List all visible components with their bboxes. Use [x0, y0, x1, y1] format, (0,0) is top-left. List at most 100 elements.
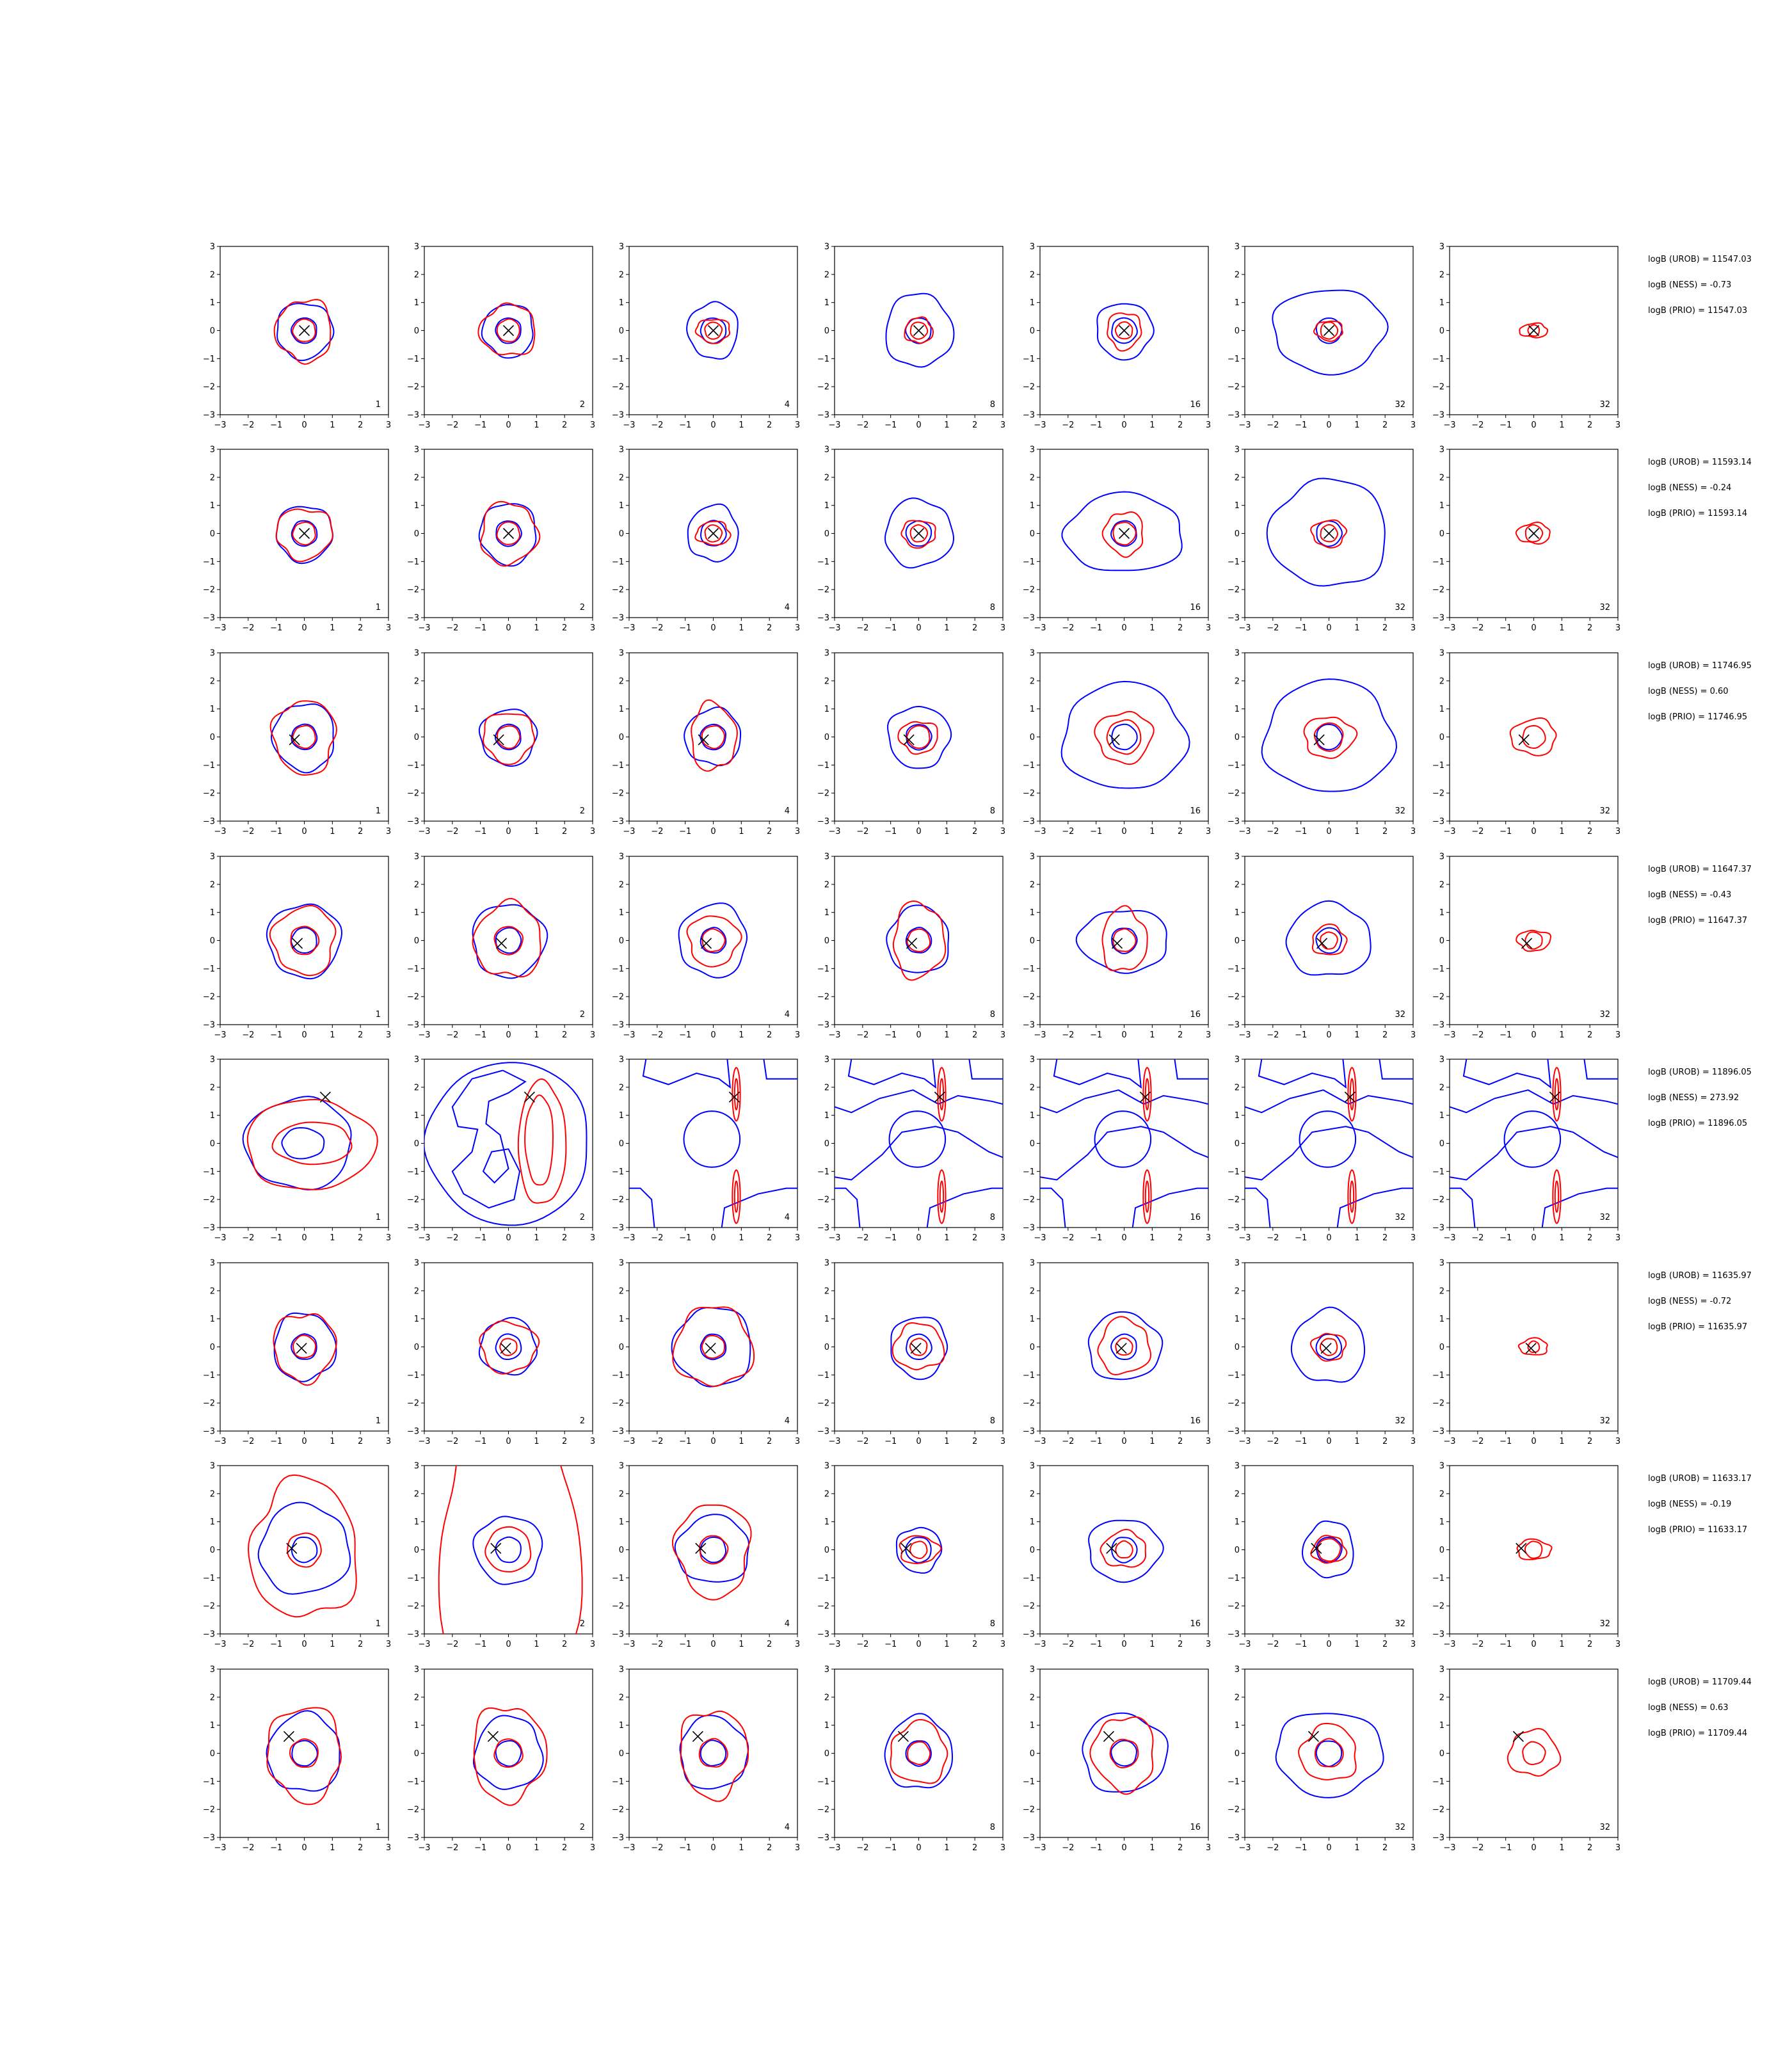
x-tick-label: −3 [214, 1640, 226, 1649]
true-value-marker [524, 1091, 535, 1103]
log-bayes-factor-text: logB (PRIO) = 11647.37 [1648, 916, 1747, 925]
log-bayes-factor-text: logB (UROB) = 11647.37 [1648, 865, 1752, 874]
x-tick-label: 1 [534, 623, 539, 633]
log-bayes-factor-text: logB (UROB) = 11746.95 [1648, 661, 1752, 671]
x-tick-label: −1 [1090, 1437, 1102, 1446]
red-contour [1101, 905, 1148, 972]
y-tick-label: 1 [210, 705, 215, 714]
row-stats-4: logB (UROB) = 11647.37 logB (NESS) = -0.4… [1648, 865, 1752, 925]
red-contour [1303, 716, 1358, 759]
y-tick-label: −1 [817, 1167, 829, 1177]
x-tick-label: −3 [623, 1233, 635, 1243]
axes-frame [1449, 1465, 1619, 1635]
y-tick-label: 3 [1030, 1462, 1035, 1471]
y-tick-label: 3 [414, 1259, 419, 1268]
x-tick-label: 1 [534, 1640, 539, 1649]
x-tick-label: 2 [767, 420, 772, 430]
blue-contour [495, 317, 522, 344]
blue-contour [281, 1127, 325, 1160]
y-tick-label: 3 [1235, 1462, 1240, 1471]
panel-sample-label: 32 [1395, 603, 1405, 612]
y-tick-label: 0 [824, 733, 829, 742]
panel-sample-label: 2 [580, 400, 585, 410]
x-tick-label: 3 [386, 827, 391, 836]
y-tick-label: 3 [1030, 243, 1035, 252]
red-contour [1089, 1716, 1154, 1795]
y-tick-label: 1 [1030, 1517, 1035, 1527]
y-tick-label: −3 [1228, 817, 1240, 827]
row-stats-1: logB (UROB) = 11547.03 logB (NESS) = -0.7… [1648, 255, 1752, 316]
x-tick-label: 3 [1411, 420, 1416, 430]
x-tick-label: 3 [1615, 623, 1620, 633]
y-tick-label: 0 [1030, 1749, 1035, 1759]
x-tick-label: −1 [679, 1437, 691, 1446]
x-tick-label: 2 [1587, 1843, 1592, 1853]
x-tick-label: −3 [1034, 1843, 1046, 1853]
axes-frame [834, 1465, 1004, 1635]
red-contour [247, 1474, 357, 1618]
x-tick-label: −2 [446, 1843, 458, 1853]
red-contour [1347, 1169, 1357, 1224]
subplot-r2-c4: −3−3 −2 −2 −1 −1 0 0 1 1 2 2 3 3 8 [817, 445, 1005, 634]
x-tick-label: 3 [1206, 1030, 1211, 1040]
y-tick-label: 1 [824, 1315, 829, 1324]
x-tick-label: −2 [856, 1233, 868, 1243]
y-tick-label: 1 [824, 705, 829, 714]
red-contour [1298, 1722, 1357, 1780]
true-value-marker [698, 734, 709, 746]
y-tick-label: 2 [824, 473, 829, 483]
y-tick-label: 2 [414, 1286, 419, 1296]
y-tick-label: 2 [210, 1693, 215, 1702]
x-tick-label: −3 [1238, 1640, 1251, 1649]
x-tick-label: −1 [1500, 1843, 1512, 1853]
y-tick-label: 0 [619, 733, 624, 742]
y-tick-label: 1 [824, 1517, 829, 1527]
blue-contour [1315, 927, 1343, 954]
true-value-marker [1521, 938, 1533, 949]
x-tick-label: −2 [1062, 1437, 1074, 1446]
panel-sample-label: 4 [785, 1213, 790, 1222]
x-tick-label: −2 [446, 1233, 458, 1243]
y-tick-label: −1 [1023, 557, 1035, 567]
y-tick-label: 1 [1030, 705, 1035, 714]
y-tick-label: 0 [824, 1749, 829, 1759]
y-tick-label: 3 [824, 1665, 829, 1675]
y-tick-label: −3 [203, 1021, 215, 1030]
blue-contour [266, 1710, 340, 1792]
red-contour [289, 1738, 319, 1768]
x-tick-label: −1 [1500, 1233, 1512, 1243]
y-tick-label: −2 [817, 1602, 829, 1612]
log-bayes-factor-text: logB (NESS) = -0.73 [1648, 280, 1731, 290]
red-contour [937, 1067, 947, 1122]
log-bayes-factor-text: logB (NESS) = 273.92 [1648, 1093, 1739, 1103]
y-tick-label: −3 [612, 1021, 624, 1030]
true-value-marker [1308, 1731, 1319, 1742]
true-value-marker [1311, 1542, 1322, 1554]
panel-sample-label: 32 [1599, 1213, 1610, 1222]
x-tick-label: −1 [679, 1233, 691, 1243]
blue-contour [290, 317, 317, 344]
true-value-marker [934, 1091, 945, 1103]
panel-sample-label: 2 [580, 806, 585, 816]
x-tick-label: −1 [884, 1233, 897, 1243]
x-tick-label: 0 [1531, 623, 1536, 633]
y-tick-label: 1 [414, 501, 419, 511]
y-tick-label: 0 [1030, 733, 1035, 742]
red-contour [1107, 312, 1142, 352]
x-tick-label: −2 [242, 420, 254, 430]
y-tick-label: 0 [1235, 936, 1240, 946]
y-tick-label: −1 [1228, 557, 1240, 567]
x-tick-label: 3 [1411, 1843, 1416, 1853]
red-contour [732, 1169, 741, 1224]
y-tick-label: 0 [1235, 1749, 1240, 1759]
panel-sample-label: 1 [376, 1619, 381, 1629]
y-tick-label: −2 [407, 383, 419, 392]
y-tick-label: 3 [619, 649, 624, 659]
subplot-r2-c3: −3−3 −2 −2 −1 −1 0 0 1 1 2 2 3 3 4 [612, 445, 800, 634]
true-value-marker [487, 1731, 499, 1742]
x-tick-label: 3 [795, 1233, 800, 1243]
blue-contour [886, 904, 950, 973]
y-tick-label: 0 [1439, 1343, 1444, 1352]
axes-frame [424, 1262, 593, 1432]
